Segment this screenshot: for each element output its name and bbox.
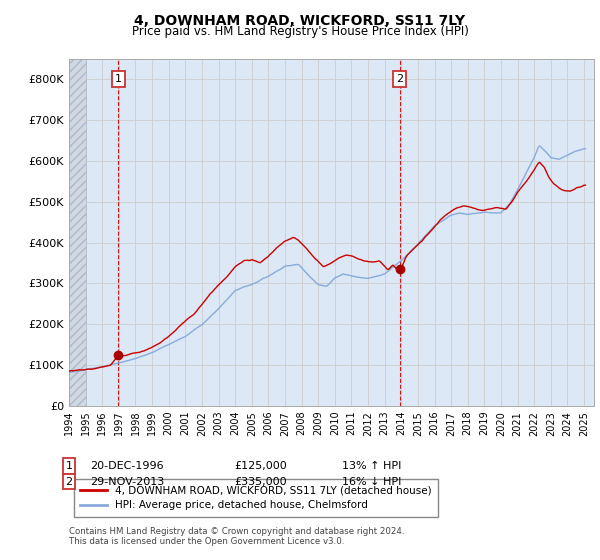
Text: 16% ↓ HPI: 16% ↓ HPI [342, 477, 401, 487]
Text: 1: 1 [115, 74, 122, 84]
Text: £125,000: £125,000 [234, 461, 287, 471]
Text: Contains HM Land Registry data © Crown copyright and database right 2024.
This d: Contains HM Land Registry data © Crown c… [69, 526, 404, 546]
Text: 20-DEC-1996: 20-DEC-1996 [90, 461, 164, 471]
Text: 13% ↑ HPI: 13% ↑ HPI [342, 461, 401, 471]
Text: 1: 1 [65, 461, 73, 471]
Legend: 4, DOWNHAM ROAD, WICKFORD, SS11 7LY (detached house), HPI: Average price, detach: 4, DOWNHAM ROAD, WICKFORD, SS11 7LY (det… [74, 479, 438, 517]
Text: 29-NOV-2013: 29-NOV-2013 [90, 477, 164, 487]
Text: £335,000: £335,000 [234, 477, 287, 487]
Text: 2: 2 [396, 74, 403, 84]
Text: Price paid vs. HM Land Registry's House Price Index (HPI): Price paid vs. HM Land Registry's House … [131, 25, 469, 38]
Text: 2: 2 [65, 477, 73, 487]
Text: 4, DOWNHAM ROAD, WICKFORD, SS11 7LY: 4, DOWNHAM ROAD, WICKFORD, SS11 7LY [134, 14, 466, 28]
